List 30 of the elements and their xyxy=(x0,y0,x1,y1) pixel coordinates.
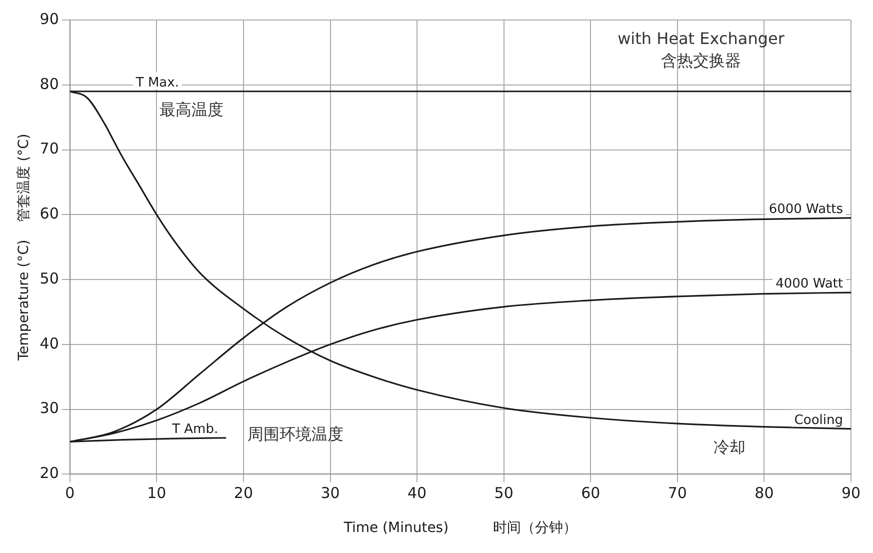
x-tick-label: 0 xyxy=(65,484,75,502)
y-axis-title: Temperature (°C) 管套温度 (°C) xyxy=(16,134,32,362)
y-tick-label: 50 xyxy=(40,269,59,288)
y-tick-label: 80 xyxy=(40,74,59,93)
x-tick-label: 80 xyxy=(754,484,774,502)
annotation: 含热交换器 xyxy=(661,51,741,70)
y-tick-label: 90 xyxy=(40,10,59,28)
y-tick-label: 40 xyxy=(40,334,59,352)
x-axis-title: Time (Minutes) 时间（分钟） xyxy=(342,520,578,536)
x-tick-label: 90 xyxy=(841,484,861,502)
series-label: T Amb. xyxy=(171,422,218,437)
x-tick-label: 20 xyxy=(234,484,254,502)
x-tick-label: 30 xyxy=(320,484,340,502)
y-tick-label: 30 xyxy=(40,399,59,418)
series-label: 6000 Watts xyxy=(768,202,844,217)
ref-line-label: T Max. xyxy=(134,75,179,90)
series-label: Cooling xyxy=(794,412,844,428)
annotation: 最高温度 xyxy=(159,100,224,119)
x-tick-label: 70 xyxy=(668,484,687,502)
y-tick-label: 20 xyxy=(40,464,59,482)
x-tick-label: 10 xyxy=(147,484,166,502)
y-tick-label: 70 xyxy=(40,140,59,158)
annotation: 冷却 xyxy=(713,437,746,456)
annotation: with Heat Exchanger xyxy=(618,29,785,48)
y-tick-label: 60 xyxy=(40,204,59,223)
series-label: 4000 Watt xyxy=(776,276,844,292)
x-tick-label: 60 xyxy=(581,484,600,502)
x-tick-label: 50 xyxy=(494,484,514,502)
annotation: 周围环境温度 xyxy=(248,424,344,444)
x-tick-label: 40 xyxy=(408,484,427,502)
